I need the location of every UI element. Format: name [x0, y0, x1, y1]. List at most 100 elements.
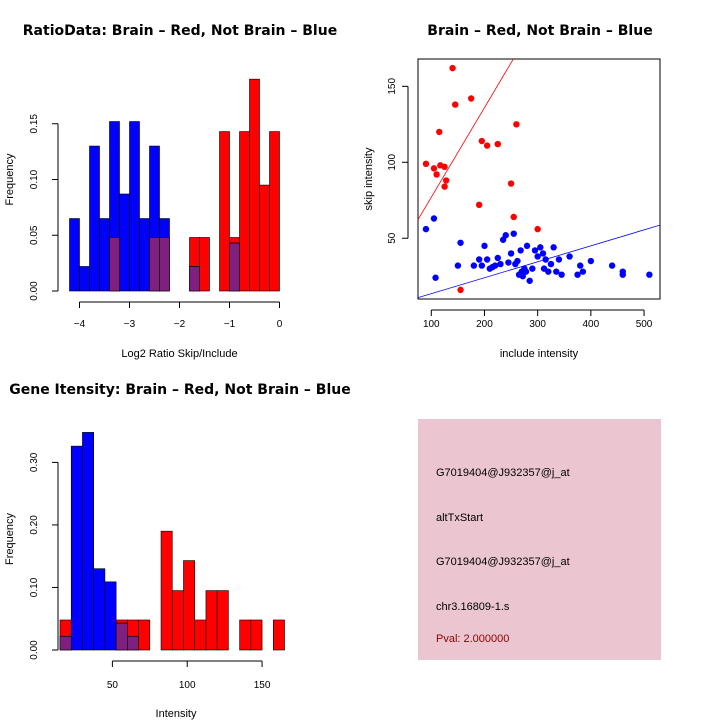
- scatter-point: [555, 256, 563, 263]
- bar-brain: [183, 560, 196, 651]
- y-tick-label: 50: [387, 232, 398, 244]
- scatter-point: [441, 183, 448, 190]
- y-tick-label: 0.05: [29, 225, 40, 245]
- bar-not-brain: [79, 266, 90, 292]
- bar-overlap: [149, 237, 160, 292]
- x-tick-label: 0: [277, 319, 283, 330]
- scatter-point: [529, 265, 536, 272]
- bar-brain: [59, 619, 72, 637]
- scatter-point: [542, 256, 549, 263]
- scatter-point: [505, 259, 512, 266]
- bar-not-brain: [93, 568, 106, 651]
- x-axis-label: Intensity: [156, 708, 197, 720]
- scatter-point: [526, 277, 533, 284]
- scatter-point: [539, 250, 547, 257]
- bar-overlap: [59, 635, 72, 651]
- series-not-brain: [418, 215, 660, 299]
- scatter-point: [467, 95, 475, 102]
- scatter-point: [432, 274, 439, 281]
- scatter-point: [494, 254, 501, 262]
- fit-line: [418, 59, 514, 220]
- bar-not-brain: [104, 581, 117, 651]
- scatter-point: [422, 160, 430, 168]
- x-tick-label: 150: [254, 680, 271, 691]
- bar-overlap: [159, 237, 170, 292]
- info-pval: Pval: 2.000000: [436, 633, 509, 645]
- scatter-point: [436, 128, 443, 136]
- x-tick-label: 100: [179, 680, 196, 691]
- x-tick-label: 200: [476, 319, 493, 330]
- scatter-point: [608, 262, 616, 269]
- bar-overlap: [229, 242, 240, 292]
- bar-brain: [194, 619, 207, 651]
- x-tick-label: 400: [583, 319, 600, 330]
- y-tick-label: 0.10: [29, 577, 40, 597]
- scatter-point: [502, 232, 509, 239]
- x-tick-label: −3: [124, 319, 136, 330]
- bar-brain: [216, 590, 229, 651]
- info-panel: G7019404@J932357@j_at altTxStart G701940…: [418, 419, 661, 660]
- x-tick-label: 500: [636, 319, 653, 330]
- y-tick-label: 0.10: [29, 169, 40, 189]
- bar-overlap: [109, 237, 120, 292]
- bar-not-brain: [89, 145, 100, 292]
- series-brain: [418, 59, 541, 294]
- scatter-point: [517, 247, 524, 254]
- scatter-point: [457, 239, 464, 246]
- x-tick-label: 300: [529, 319, 546, 330]
- x-axis-label: Log2 Ratio Skip/Include: [121, 348, 237, 360]
- y-axis-label: Frequency: [4, 153, 16, 205]
- scatter-point: [514, 257, 521, 265]
- scatter-point: [478, 262, 486, 269]
- scatter-point: [491, 262, 499, 269]
- scatter-point: [433, 171, 440, 178]
- x-axis-label: include intensity: [500, 348, 579, 360]
- scatter-point: [550, 244, 557, 251]
- x-tick-label: −1: [224, 319, 236, 330]
- scatter-point: [513, 121, 520, 128]
- bar-overlap: [127, 635, 139, 651]
- y-tick-label: 0.00: [29, 640, 40, 660]
- scatter-point: [574, 271, 581, 278]
- x-tick-label: −2: [174, 319, 186, 330]
- scatter-point: [537, 244, 544, 251]
- scatter-point: [449, 64, 456, 72]
- y-tick-label: 150: [387, 78, 398, 95]
- bar-not-brain: [70, 445, 83, 651]
- scatter-point: [646, 271, 653, 278]
- scatter-point: [566, 253, 573, 260]
- bar-overlap: [189, 266, 200, 292]
- bar-brain: [138, 619, 151, 651]
- bar-brain: [272, 619, 285, 651]
- chart-scatter: Brain – Red, Not Brain – Blue include int…: [363, 23, 661, 360]
- scatter-point: [430, 215, 438, 222]
- scatter-point: [442, 177, 450, 184]
- scatter-point: [475, 256, 483, 263]
- scatter-point: [483, 256, 491, 263]
- bar-not-brain: [129, 121, 140, 292]
- bar-brain: [259, 184, 270, 292]
- x-tick-label: −4: [74, 319, 86, 330]
- scatter-point: [430, 165, 438, 172]
- chart-title: RatioData: Brain – Red, Not Brain – Blue: [23, 23, 337, 39]
- y-tick-label: 100: [387, 154, 398, 171]
- x-tick-label: 50: [107, 680, 119, 691]
- bar-brain: [269, 131, 280, 292]
- bar-brain: [250, 619, 263, 651]
- scatter-point: [452, 101, 459, 108]
- scatter-point: [534, 253, 541, 260]
- bar-brain: [239, 131, 250, 292]
- scatter-point: [481, 242, 488, 250]
- scatter-point: [507, 250, 515, 257]
- bar-not-brain: [119, 193, 130, 292]
- bar-not-brain: [82, 432, 94, 651]
- scatter-point: [531, 247, 539, 254]
- scatter-point: [494, 140, 501, 148]
- scatter-point: [478, 137, 486, 145]
- chart-ratio: RatioData: Brain – Red, Not Brain – Blue…: [4, 23, 337, 360]
- info-probe-id-repeat: G7019404@J932357@j_at: [436, 556, 570, 568]
- scatter-point: [475, 201, 483, 209]
- scatter-point: [441, 163, 448, 171]
- scatter-point: [507, 180, 515, 187]
